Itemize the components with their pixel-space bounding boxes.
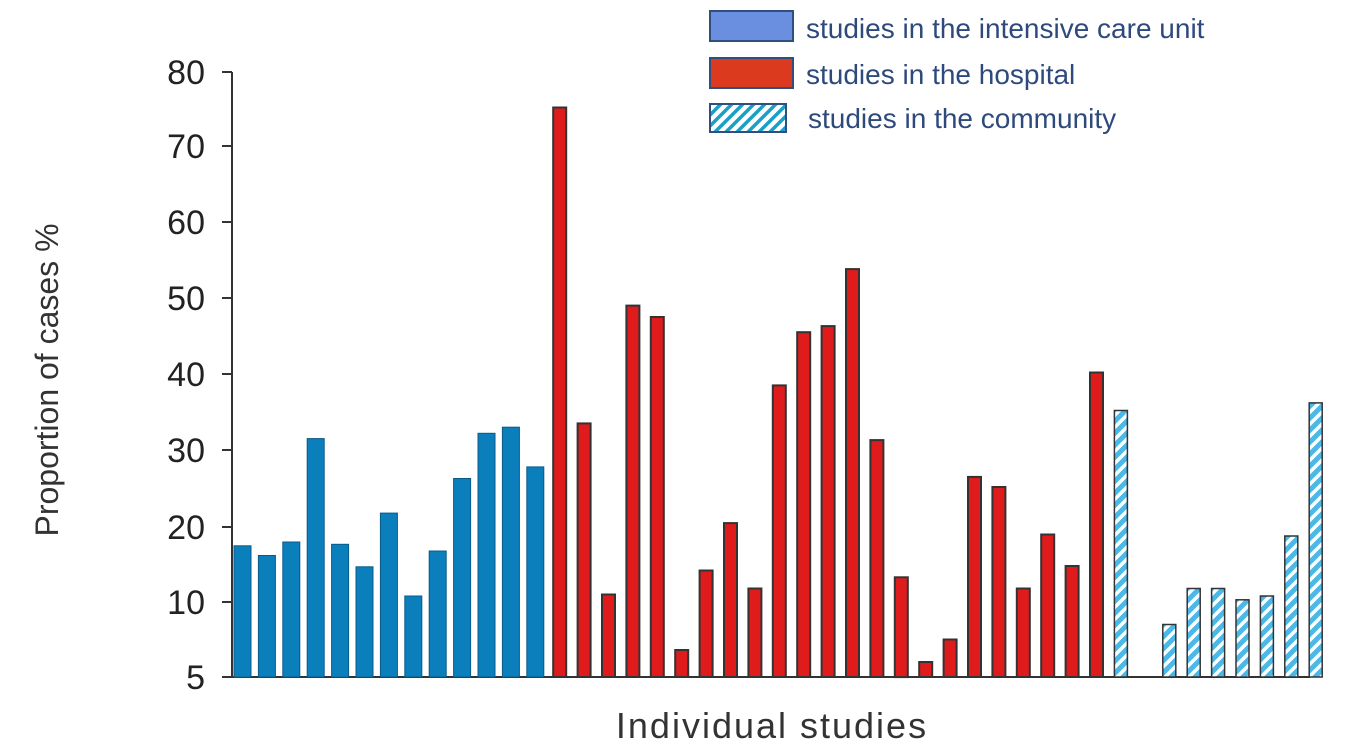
- y-tick-label: 40: [167, 356, 205, 394]
- bar-community: [1186, 587, 1201, 678]
- bar-community: [1113, 409, 1129, 678]
- bar-hospital: [723, 522, 738, 678]
- y-tick-label: 60: [167, 204, 205, 242]
- bar-icu: [428, 550, 447, 678]
- y-tick-label: 50: [167, 280, 205, 318]
- y-tick-label: 30: [167, 432, 205, 470]
- bar-hospital: [674, 649, 690, 678]
- bar-hospital: [1064, 565, 1080, 678]
- bar-icu: [453, 478, 472, 678]
- bar-community: [1259, 595, 1275, 678]
- legend-swatch-community: [709, 103, 787, 133]
- bar-icu: [257, 555, 276, 678]
- bar-hospital: [771, 384, 787, 678]
- bar-hospital: [552, 106, 568, 678]
- bar-community: [1284, 535, 1299, 678]
- bar-icu: [355, 566, 374, 678]
- bar-icu: [501, 426, 520, 678]
- bar-hospital: [698, 569, 714, 678]
- bar-icu: [331, 543, 350, 678]
- bar-hospital: [942, 638, 958, 678]
- bar-hospital: [601, 593, 616, 678]
- bar-icu: [379, 512, 398, 678]
- bar-hospital: [845, 268, 860, 678]
- y-tick-label: 5: [186, 659, 205, 697]
- bar-community: [1162, 623, 1177, 678]
- bar-icu: [233, 545, 252, 678]
- bar-community: [1235, 599, 1250, 678]
- bar-icu: [306, 438, 325, 678]
- y-tick-label: 10: [167, 584, 205, 622]
- x-axis-label: Individual studies: [616, 705, 928, 746]
- legend-label-icu: studies in the intensive care unit: [806, 13, 1205, 44]
- bar-icu: [477, 432, 496, 678]
- bar-hospital: [967, 475, 982, 678]
- bar-hospital: [796, 331, 812, 678]
- bar-hospital: [625, 304, 641, 678]
- legend-label-community: studies in the community: [808, 103, 1116, 134]
- bar-hospital: [649, 316, 665, 678]
- bar-community: [1210, 587, 1226, 678]
- y-tick-label: 80: [167, 54, 205, 92]
- bar-hospital: [991, 486, 1007, 678]
- bar-icu: [404, 595, 423, 678]
- bar-hospital: [1089, 371, 1104, 678]
- legend: studies in the intensive care unit studi…: [709, 10, 1205, 134]
- y-tick-label: 20: [167, 509, 205, 547]
- legend-label-hospital: studies in the hospital: [806, 59, 1075, 90]
- y-tick-label: 70: [167, 128, 205, 166]
- bars-group: [233, 106, 1323, 679]
- bar-hospital: [869, 439, 885, 678]
- bar-hospital: [1040, 533, 1056, 678]
- legend-swatch-hospital: [709, 57, 794, 89]
- bar-hospital: [820, 325, 836, 678]
- bar-community: [1308, 402, 1323, 678]
- bar-hospital: [893, 576, 909, 679]
- bar-icu: [282, 541, 301, 678]
- y-axis-ticks: 5 10 20 30 40 50 60 70 80: [167, 54, 232, 697]
- bar-hospital: [918, 661, 934, 678]
- bar-hospital: [576, 422, 592, 678]
- bar-icu: [526, 466, 545, 678]
- legend-swatch-icu: [709, 10, 794, 42]
- y-axis-label: Proportion of cases %: [29, 223, 65, 536]
- bar-hospital: [1015, 587, 1031, 678]
- bar-hospital: [747, 587, 763, 678]
